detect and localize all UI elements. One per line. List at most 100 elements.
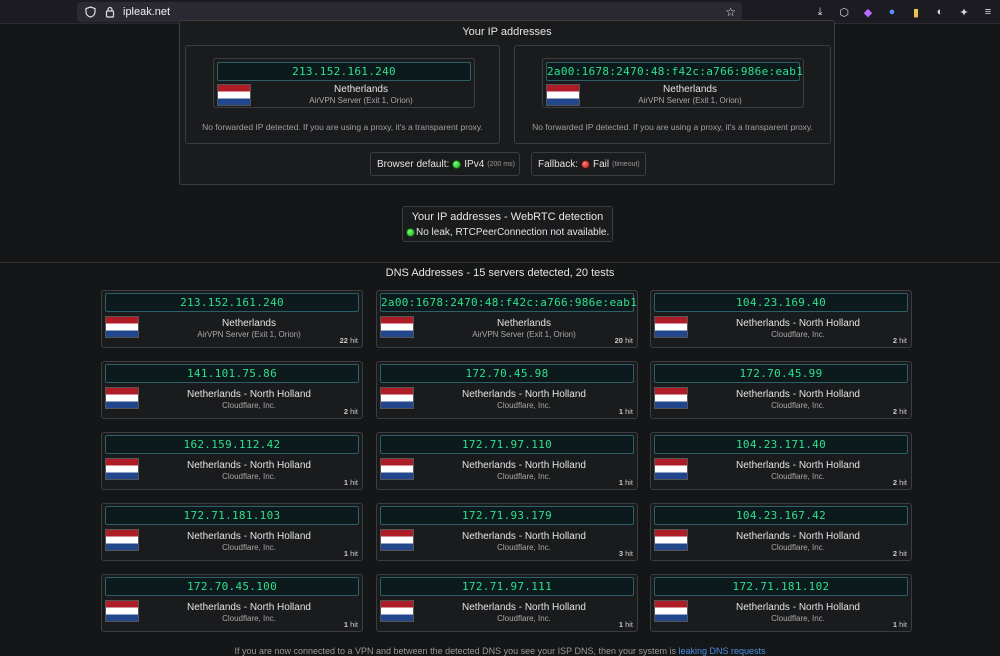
netherlands-flag-icon [654, 600, 688, 622]
dns-hit-count: 2 hit [893, 549, 907, 558]
dns-hit-number: 1 [618, 407, 623, 416]
dns-server-card: 172.70.45.99 Netherlands - North Holland C… [650, 361, 912, 419]
url-text[interactable]: ipleak.net [123, 6, 171, 18]
dns-hit-label: hit [625, 549, 633, 558]
star-icon[interactable]: ☆ [725, 5, 736, 19]
extensions-icon[interactable]: ⬡ [839, 6, 849, 19]
ip-section-title: Your IP addresses [462, 26, 552, 38]
netherlands-flag-icon [380, 316, 414, 338]
dns-hit-number: 3 [618, 549, 623, 558]
dns-hit-label: hit [350, 336, 358, 345]
dns-hit-number: 20 [614, 336, 623, 345]
ip-card: 2a00:1678:2470:48:f42c:a766:986e:eab1 Ne… [514, 45, 831, 144]
dns-server-card: 172.70.45.98 Netherlands - North Holland C… [376, 361, 638, 419]
dns-isp: Cloudflare, Inc. [771, 330, 825, 339]
shield-icon[interactable] [83, 5, 97, 19]
netherlands-flag-icon [654, 316, 688, 338]
ip-value: 2a00:1678:2470:48:f42c:a766:986e:eab1 [546, 62, 803, 81]
netherlands-flag-icon [105, 316, 139, 338]
dns-server-card: 141.101.75.86 Netherlands - North Holland… [101, 361, 363, 419]
netherlands-flag-icon [654, 529, 688, 551]
status-fail-icon [581, 159, 591, 169]
dns-hit-number: 2 [343, 407, 348, 416]
dns-hit-count: 2 hit [893, 407, 907, 416]
dns-isp: Cloudflare, Inc. [497, 472, 551, 481]
dns-isp: Cloudflare, Inc. [222, 401, 276, 410]
dns-hit-number: 2 [892, 549, 897, 558]
dns-leak-note-text: If you are now connected to a VPN and be… [234, 646, 679, 656]
dns-ip-value: 2a00:1678:2470:48:f42c:a766:986e:eab1 [380, 293, 637, 312]
dns-hit-number: 1 [892, 620, 897, 629]
dns-isp: Cloudflare, Inc. [497, 614, 551, 623]
dns-ip-value: 162.159.112.42 [105, 435, 359, 454]
ip-isp: AirVPN Server (Exit 1, Orion) [638, 96, 742, 105]
dns-ip-value: 172.71.97.110 [380, 435, 634, 454]
netherlands-flag-icon [105, 458, 139, 480]
webrtc-status: No leak, RTCPeerConnection not available… [406, 227, 611, 238]
dns-hit-label: hit [899, 620, 907, 629]
dns-server-card: 162.159.112.42 Netherlands - North Hollan… [101, 432, 363, 490]
dns-hit-count: 2 hit [893, 478, 907, 487]
dns-hit-label: hit [625, 407, 633, 416]
dns-ip-value: 172.71.93.179 [380, 506, 634, 525]
dns-leak-note: If you are now connected to a VPN and be… [0, 646, 1000, 656]
browser-default-status: Browser default: IPv4 (200 ms) [370, 152, 520, 176]
extension-puzzle-icon[interactable]: ✦ [959, 6, 969, 19]
dns-ip-value: 213.152.161.240 [105, 293, 359, 312]
page-content: Your IP addresses 213.152.161.240 Nether… [0, 20, 1000, 656]
dns-hit-count: 1 hit [344, 478, 358, 487]
browser-default-time: (200 ms) [487, 160, 515, 168]
netherlands-flag-icon [380, 387, 414, 409]
dns-server-card: 2a00:1678:2470:48:f42c:a766:986e:eab1 Net… [376, 290, 638, 348]
dns-ip-value: 172.70.45.99 [654, 364, 908, 383]
ip-card-inner: 213.152.161.240 Netherlands AirVPN Serve… [213, 58, 475, 108]
dns-server-card: 172.71.97.110 Netherlands - North Holland… [376, 432, 638, 490]
ip-isp: AirVPN Server (Exit 1, Orion) [309, 96, 413, 105]
extension-purple-icon[interactable]: ◆ [863, 6, 873, 19]
dns-server-card: 172.71.181.103 Netherlands - North Hollan… [101, 503, 363, 561]
leaking-dns-link[interactable]: leaking DNS requests [678, 646, 766, 656]
dns-ip-value: 172.71.97.111 [380, 577, 634, 596]
dns-hit-number: 1 [618, 620, 623, 629]
dns-hit-label: hit [350, 549, 358, 558]
forwarded-ip-note: No forwarded IP detected. If you are usi… [532, 122, 813, 132]
dns-ip-value: 172.71.181.103 [105, 506, 359, 525]
dns-server-card: 172.71.97.111 Netherlands - North Holland… [376, 574, 638, 632]
browser-toolbar: ipleak.net ☆ ⤓ ⬡ ◆ ● ▮ ◐ ✦ ≡ [0, 0, 1000, 24]
dns-isp: Cloudflare, Inc. [222, 472, 276, 481]
dns-country: Netherlands - North Holland [187, 531, 311, 542]
dns-country: Netherlands - North Holland [736, 318, 860, 329]
dns-country: Netherlands - North Holland [187, 460, 311, 471]
dns-country: Netherlands - North Holland [462, 531, 586, 542]
address-bar[interactable]: ipleak.net ☆ [77, 2, 742, 22]
dns-isp: Cloudflare, Inc. [497, 401, 551, 410]
toolbar-icons: ⤓ ⬡ ◆ ● ▮ ◐ ✦ ≡ [808, 4, 1000, 20]
dns-hit-count: 1 hit [619, 620, 633, 629]
extension-blue-icon[interactable]: ● [888, 6, 896, 18]
dns-country: Netherlands - North Holland [187, 602, 311, 613]
forwarded-ip-note: No forwarded IP detected. If you are usi… [202, 122, 483, 132]
dns-server-card: 172.70.45.100 Netherlands - North Holland… [101, 574, 363, 632]
webrtc-title: Your IP addresses - WebRTC detection [411, 211, 604, 223]
dns-hit-count: 1 hit [344, 620, 358, 629]
dns-ip-value: 172.70.45.98 [380, 364, 634, 383]
dns-hit-number: 1 [343, 620, 348, 629]
dns-country: Netherlands - North Holland [736, 531, 860, 542]
dns-hit-label: hit [899, 336, 907, 345]
netherlands-flag-icon [380, 458, 414, 480]
dns-hit-count: 22 hit [340, 336, 358, 345]
menu-icon[interactable]: ≡ [984, 6, 992, 18]
dns-ip-value: 104.23.167.42 [654, 506, 908, 525]
extension-yellow-icon[interactable]: ▮ [912, 6, 920, 19]
dns-hit-count: 1 hit [893, 620, 907, 629]
dns-country: Netherlands - North Holland [736, 389, 860, 400]
extension-mask-icon[interactable]: ◐ [936, 6, 944, 18]
ip-addresses-section: Your IP addresses 213.152.161.240 Nether… [179, 20, 835, 185]
dns-hit-number: 2 [892, 336, 897, 345]
lock-icon[interactable] [103, 5, 117, 19]
download-icon[interactable]: ⤓ [817, 5, 823, 18]
dns-isp: Cloudflare, Inc. [222, 543, 276, 552]
dns-server-card: 172.71.93.179 Netherlands - North Holland… [376, 503, 638, 561]
dns-hit-label: hit [350, 407, 358, 416]
dns-hit-label: hit [899, 549, 907, 558]
